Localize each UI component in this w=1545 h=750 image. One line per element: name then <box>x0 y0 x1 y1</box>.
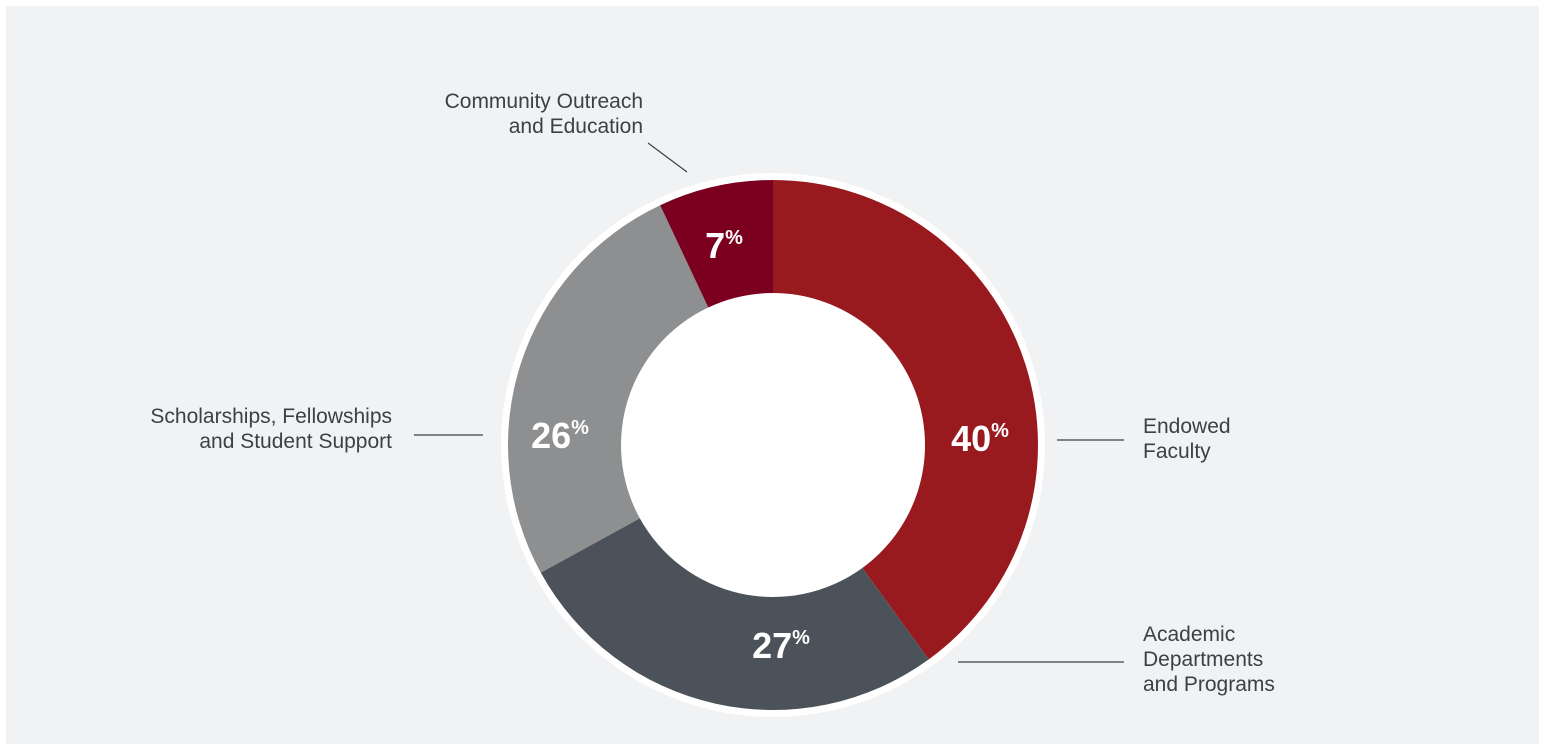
donut-slice-community-outreach-and-education <box>660 180 773 308</box>
value-label: 27% <box>752 625 810 666</box>
value-label-number: 40 <box>951 418 991 459</box>
donut-slice-academic-departments-and-programs <box>540 518 929 710</box>
category-label-scholarships: Scholarships, Fellowships and Student Su… <box>150 404 392 454</box>
category-label-line: Departments <box>1143 648 1264 671</box>
donut-slices <box>508 180 1038 710</box>
category-label-academic-departments: Academic Departments and Programs <box>1143 622 1275 697</box>
category-label-endowed-faculty: Endowed Faculty <box>1143 414 1231 464</box>
value-label-unit: % <box>792 627 810 649</box>
category-label-line: Academic <box>1143 623 1236 646</box>
category-label-community-outreach: Community Outreach and Education <box>445 89 643 139</box>
category-label-line: Endowed <box>1143 415 1231 438</box>
leader-line <box>647 142 688 173</box>
category-label-line: Community Outreach <box>444 90 643 113</box>
category-label-line: Faculty <box>1143 440 1211 463</box>
leader-lines <box>414 142 1124 663</box>
value-label-number: 27 <box>752 625 792 666</box>
value-label: 26% <box>531 415 589 456</box>
value-label-number: 26 <box>531 415 571 456</box>
donut-slice-endowed-faculty <box>773 180 1038 660</box>
category-label-line: and Programs <box>1143 673 1275 696</box>
value-label-unit: % <box>725 227 743 249</box>
value-label-unit: % <box>571 417 589 439</box>
category-label-line: and Student Support <box>199 430 392 453</box>
value-label-number: 7 <box>705 225 725 266</box>
donut-slice-scholarships-fellowships-and-student-support <box>508 205 709 573</box>
value-labels: 40%27%26%7% <box>531 225 1009 666</box>
donut-hole <box>626 298 920 592</box>
category-label-line: Scholarships, Fellowships <box>150 405 392 428</box>
category-label-line: and Education <box>508 115 643 138</box>
value-label-unit: % <box>991 420 1009 442</box>
value-label: 40% <box>951 418 1009 459</box>
value-label: 7% <box>705 225 743 266</box>
